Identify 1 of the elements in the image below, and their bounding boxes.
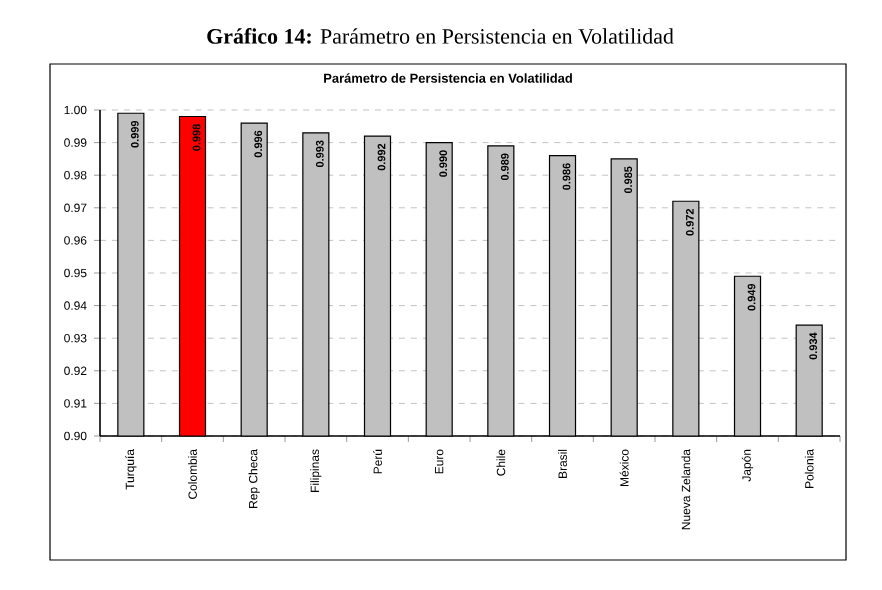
chart-title: Gráfico 14: Parámetro en Persistencia en Volatilidad [207, 28, 674, 44]
